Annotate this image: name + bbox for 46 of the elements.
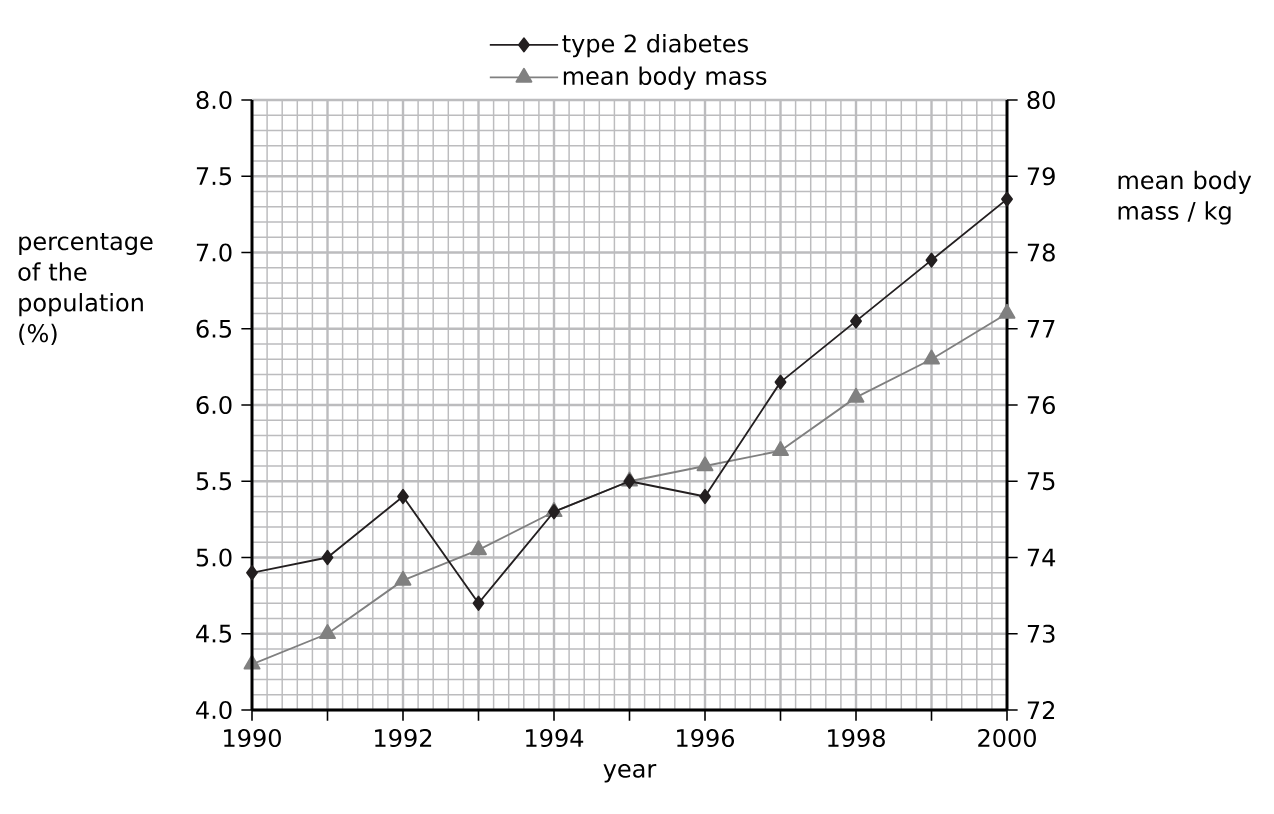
- point: [394, 570, 412, 586]
- y2-tick-label: 77: [1027, 319, 1055, 338]
- y-tick-label: 6.0: [196, 395, 232, 415]
- point: [772, 441, 789, 457]
- point: [925, 252, 938, 268]
- y2-tick-label: 72: [1027, 701, 1055, 719]
- legend-label: type 2 diabetes: [562, 33, 748, 58]
- x-tick-label: 1992: [375, 728, 432, 748]
- y-tick-label: 5.5: [196, 472, 232, 491]
- point: [319, 624, 336, 640]
- point: [470, 540, 487, 556]
- y2-tick-label: 74: [1027, 548, 1056, 567]
- y2-tick-label: 78: [1027, 243, 1055, 262]
- y-tick-label: 4.0: [196, 700, 232, 720]
- point: [472, 595, 485, 611]
- point: [321, 549, 334, 566]
- x-tick-label: 2000: [978, 728, 1036, 748]
- point: [774, 374, 787, 390]
- y-tick-label: 7.0: [196, 243, 232, 262]
- legend-label: mean body mass: [563, 66, 767, 90]
- y-tick-label: 5.0: [196, 548, 232, 567]
- point: [850, 313, 862, 329]
- point: [246, 565, 258, 581]
- point: [1001, 191, 1013, 207]
- point: [998, 303, 1016, 319]
- x-tick-label: 1994: [526, 728, 584, 748]
- x-tick-label: 1998: [828, 728, 885, 748]
- point: [696, 456, 714, 472]
- point: [699, 488, 711, 505]
- x-tick-label: 1996: [677, 728, 735, 748]
- y-tick-label: 6.5: [196, 319, 232, 338]
- x-axis-title: year: [603, 764, 657, 783]
- point: [397, 488, 409, 505]
- y2-tick-label: 80: [1027, 90, 1055, 110]
- y2-axis-title: mean body mass / kg: [1118, 170, 1252, 225]
- y-axis-title: percentage of the population (%): [18, 233, 153, 346]
- y-tick-label: 4.5: [196, 624, 232, 643]
- y-tick-label: 7.5: [196, 167, 232, 186]
- y2-tick-label: 76: [1027, 395, 1055, 415]
- x-tick-label: 1990: [224, 728, 281, 748]
- y2-tick-label: 75: [1027, 472, 1055, 491]
- y-tick-label: 8.0: [196, 90, 232, 110]
- y2-tick-label: 79: [1027, 167, 1055, 186]
- y2-tick-label: 73: [1027, 624, 1055, 643]
- point: [923, 349, 940, 365]
- point: [847, 387, 865, 403]
